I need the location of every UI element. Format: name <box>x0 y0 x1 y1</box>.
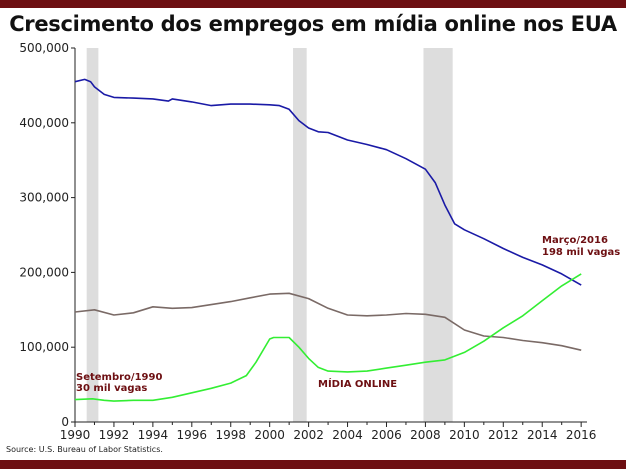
y-tick-label-4: 400,000 <box>19 116 69 130</box>
annotation-start-line2: 30 mil vagas <box>76 383 147 394</box>
x-tick-label-5: 2000 <box>254 428 285 442</box>
x-tick-label-8: 2006 <box>371 428 402 442</box>
x-tick-label-0: 1990 <box>60 428 91 442</box>
x-tick-label-10: 2010 <box>449 428 480 442</box>
recession-band-2 <box>423 48 453 422</box>
x-tick-label-3: 1996 <box>177 428 208 442</box>
x-tick-label-6: 2002 <box>293 428 324 442</box>
annotations: Setembro/1990 30 mil vagas MÍDIA ONLINE … <box>76 235 620 394</box>
source-note: Source: U.S. Bureau of Labor Statistics. <box>6 445 163 454</box>
y-tick-label-1: 100,000 <box>19 340 69 354</box>
annotation-online-label: MÍDIA ONLINE <box>318 377 397 390</box>
recession-band-0 <box>86 48 99 422</box>
x-tick-label-9: 2008 <box>410 428 441 442</box>
x-tick-label-1: 1992 <box>99 428 130 442</box>
axes: 0 100,000 200,000 300,000 400,000 500,000 1990… <box>19 41 596 442</box>
x-tick-label-7: 2004 <box>332 428 363 442</box>
x-tick-label-4: 1998 <box>215 428 246 442</box>
x-tick-label-12: 2014 <box>527 428 558 442</box>
x-tick-label-2: 1994 <box>138 428 169 442</box>
top-frame-bar <box>0 0 626 8</box>
y-tick-label-0: 0 <box>61 415 69 429</box>
chart-title: Crescimento dos empregos em mídia online… <box>9 12 617 36</box>
series-line-2 <box>74 273 582 402</box>
y-tick-label-3: 300,000 <box>19 191 69 205</box>
annotation-start-line1: Setembro/1990 <box>76 372 162 383</box>
series-line-0 <box>74 78 582 286</box>
y-tick-label-2: 200,000 <box>19 265 69 279</box>
x-tick-label-13: 2016 <box>566 428 597 442</box>
annotation-end-line1: Março/2016 <box>542 235 608 246</box>
series-line-1 <box>74 292 582 351</box>
y-tick-label-5: 500,000 <box>19 41 69 55</box>
bottom-frame-bar <box>0 460 626 469</box>
recession-band-1 <box>293 48 307 422</box>
annotation-end-line2: 198 mil vagas <box>542 247 620 258</box>
recession-bands <box>86 48 453 422</box>
series-lines <box>74 78 582 402</box>
x-tick-label-11: 2012 <box>488 428 519 442</box>
